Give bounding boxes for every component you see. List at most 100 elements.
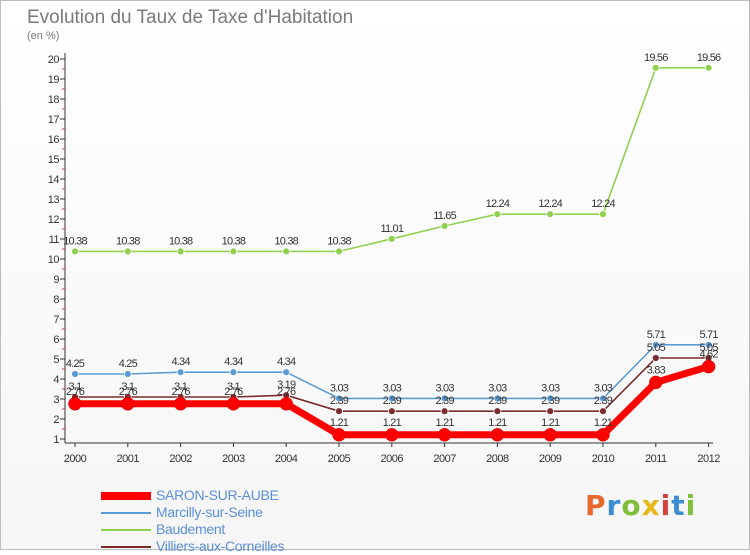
data-point <box>279 397 293 411</box>
data-point <box>701 359 716 374</box>
data-label: 12.24 <box>486 198 510 210</box>
data-point <box>704 340 713 349</box>
data-point <box>599 394 607 403</box>
x-tick-label: 2002 <box>169 453 192 465</box>
data-label: 10.38 <box>274 235 298 247</box>
x-tick-label: 2007 <box>433 453 456 465</box>
data-label: 5.71 <box>699 329 718 341</box>
data-point <box>596 428 610 442</box>
data-label: 2.76 <box>277 386 296 398</box>
x-tick-label: 2004 <box>275 453 298 465</box>
x-tick-label: 2008 <box>486 453 509 465</box>
data-labels: 10.38 10.38 10.38 10.38 10.38 10.38 11.01 11.65… <box>63 52 722 429</box>
y-tick-label: 7 <box>53 314 59 326</box>
data-label: 3.03 <box>383 382 402 394</box>
data-point <box>282 247 291 256</box>
data-point <box>493 407 502 416</box>
logo-letter: o <box>621 489 642 522</box>
data-point <box>599 407 607 416</box>
data-label: 4.34 <box>224 356 243 368</box>
data-label: 3.1 <box>121 381 135 393</box>
data-label: 12.24 <box>591 198 615 210</box>
y-tick-label: 14 <box>48 174 60 186</box>
data-label: 4.34 <box>277 356 296 368</box>
data-point <box>387 234 396 243</box>
logo-letter: P <box>585 489 607 522</box>
data-point <box>176 368 185 377</box>
data-point <box>599 210 607 219</box>
data-label: 2.39 <box>330 395 349 407</box>
data-label: 3.1 <box>69 381 83 393</box>
x-tick-label: 2011 <box>645 453 667 465</box>
data-point <box>649 375 663 390</box>
data-point <box>335 247 343 256</box>
data-label: 3.1 <box>174 381 188 393</box>
y-tick-label: 3 <box>53 394 59 406</box>
data-point <box>385 428 399 442</box>
data-label: 1.21 <box>594 417 613 429</box>
y-tick-label: 11 <box>49 234 60 246</box>
data-point <box>332 428 346 442</box>
data-label: 5.71 <box>647 329 666 341</box>
y-tick-label: 18 <box>48 94 60 106</box>
data-label: 11.01 <box>380 223 403 235</box>
chart-unit-label: (en %) <box>27 30 60 42</box>
y-tick-label: 20 <box>48 54 60 66</box>
data-label: 3.03 <box>541 382 560 394</box>
data-point <box>437 428 452 442</box>
data-point <box>123 370 132 378</box>
data-label: 10.38 <box>169 235 193 247</box>
data-label: 2.76 <box>171 386 190 398</box>
data-point <box>440 222 449 230</box>
y-tick-label: 17 <box>48 114 60 126</box>
data-point <box>71 247 79 256</box>
data-point <box>387 394 396 403</box>
y-tick-label: 1 <box>53 434 59 446</box>
data-point <box>71 370 79 378</box>
data-label: 1.21 <box>488 417 507 429</box>
data-point <box>543 428 557 442</box>
data-label: 2.76 <box>224 386 243 398</box>
data-label: 10.38 <box>116 235 140 247</box>
x-tick-label: 2012 <box>697 453 720 465</box>
legend-label: Marcilly-sur-Seine <box>156 504 263 520</box>
data-point <box>123 247 132 256</box>
legend-label: Baudement <box>156 521 225 537</box>
legend-swatch <box>101 512 151 514</box>
x-tick-label: 2000 <box>64 453 87 465</box>
data-point <box>493 394 502 403</box>
logo-letter: x <box>641 489 661 522</box>
y-tick-label: 6 <box>53 334 59 346</box>
y-tick-label: 4 <box>53 374 59 386</box>
data-point <box>121 397 135 411</box>
logo-letter: i <box>685 489 697 522</box>
data-label: 10.38 <box>63 235 87 247</box>
data-label: 4.25 <box>119 358 138 370</box>
data-point <box>651 354 660 362</box>
proxiti-logo: Proxiti <box>585 489 696 522</box>
y-tick-label: 13 <box>48 194 60 206</box>
data-label: 2.76 <box>119 386 138 398</box>
data-point <box>229 368 238 377</box>
data-label: 2.39 <box>594 395 613 407</box>
y-tick-label: 8 <box>53 294 59 306</box>
data-label: 2.39 <box>541 395 560 407</box>
legend-swatch <box>101 529 151 531</box>
x-tick-label: 2005 <box>328 453 351 465</box>
data-label: 3.19 <box>277 379 296 391</box>
data-label: 5.05 <box>699 342 718 354</box>
data-point <box>704 63 713 72</box>
data-label: 3.03 <box>488 382 507 394</box>
x-tick-label: 2009 <box>539 453 562 465</box>
data-point <box>335 407 343 416</box>
x-tick-label: 2003 <box>222 453 245 465</box>
data-label: 3.03 <box>594 382 613 394</box>
data-label: 2.39 <box>488 395 507 407</box>
data-label: 3.03 <box>435 382 454 394</box>
series-points <box>68 63 716 442</box>
data-label: 1.21 <box>330 417 349 429</box>
data-point <box>440 407 449 416</box>
series-lines <box>71 65 713 439</box>
